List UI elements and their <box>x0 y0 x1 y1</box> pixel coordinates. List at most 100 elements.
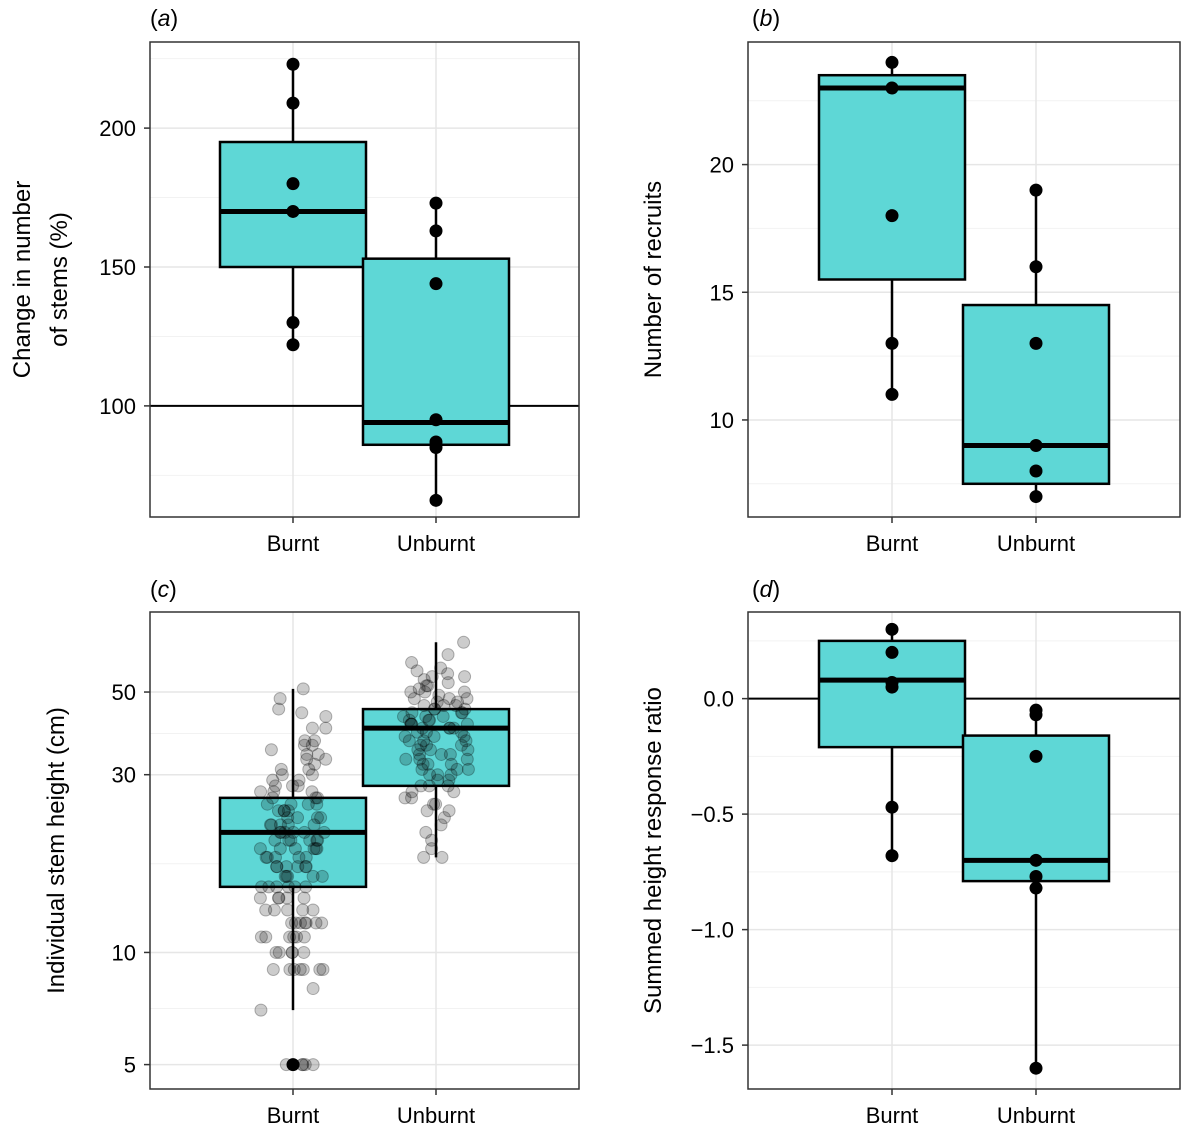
y-tick-label: 10 <box>112 940 136 965</box>
data-point-burnt <box>254 785 268 799</box>
panel-border <box>149 41 580 518</box>
data-point-unburnt <box>425 842 439 856</box>
data-point-unburnt <box>420 804 434 818</box>
box-unburnt <box>361 707 511 788</box>
data-point-burnt <box>260 850 274 864</box>
data-point-burnt <box>310 833 324 847</box>
data-point-burnt <box>307 842 321 856</box>
y-tick-label: −1.0 <box>691 918 734 943</box>
data-point-burnt <box>299 880 313 894</box>
data-point-burnt <box>297 930 311 944</box>
data-point-burnt <box>286 1058 300 1072</box>
y-axis-label: Change in number <box>9 181 36 378</box>
data-point-unburnt <box>437 699 451 713</box>
data-point-burnt <box>319 709 333 723</box>
data-point-unburnt <box>457 635 471 649</box>
box-burnt <box>218 796 368 889</box>
data-point-unburnt <box>423 768 437 782</box>
data-point-unburnt <box>416 757 430 771</box>
data-point-burnt <box>313 962 327 976</box>
data-point-unburnt <box>429 277 443 291</box>
y-tick-label: 200 <box>99 116 136 141</box>
panel-letter: (c) <box>150 576 177 602</box>
data-point-unburnt <box>398 729 412 743</box>
y-tick-label: −1.5 <box>691 1033 734 1058</box>
data-point-burnt <box>283 962 297 976</box>
data-point-unburnt <box>441 779 455 793</box>
data-point-burnt <box>315 916 329 930</box>
y-tick-label: 5 <box>124 1053 136 1078</box>
data-point-unburnt <box>447 785 461 799</box>
data-point-unburnt <box>417 734 431 748</box>
data-point-burnt <box>310 797 324 811</box>
data-point-unburnt <box>454 738 468 752</box>
plot-area <box>150 57 579 507</box>
data-point-unburnt <box>460 692 474 706</box>
data-point-burnt <box>310 811 324 825</box>
y-tick-label: 10 <box>710 408 734 433</box>
data-point-unburnt <box>411 743 425 757</box>
data-point-burnt <box>296 903 310 917</box>
data-point-burnt <box>253 891 267 905</box>
data-point-unburnt <box>410 664 424 678</box>
data-point-burnt <box>290 930 304 944</box>
panel-border <box>149 611 580 1090</box>
panel-border <box>747 611 1181 1090</box>
data-point-unburnt <box>1029 336 1043 350</box>
data-point-burnt <box>885 55 899 69</box>
data-point-unburnt <box>419 825 433 839</box>
y-tick-label: 20 <box>710 153 734 178</box>
data-point-burnt <box>281 811 295 825</box>
data-point-burnt <box>259 850 273 864</box>
data-point-unburnt <box>458 670 472 684</box>
x-tick-label: Unburnt <box>997 531 1075 556</box>
data-point-burnt <box>273 692 287 706</box>
data-point-burnt <box>292 850 306 864</box>
data-point-burnt <box>255 880 269 894</box>
data-point-burnt <box>309 916 323 930</box>
data-point-unburnt <box>437 811 451 825</box>
data-point-burnt <box>288 880 302 894</box>
data-point-unburnt <box>422 779 436 793</box>
data-point-burnt <box>281 869 295 883</box>
panel-d: −1.5 −1.0 −0.5 0.0 Burnt Unburnt Summed height… <box>640 576 1181 1128</box>
data-point-unburnt <box>430 695 444 709</box>
panel-c: 5 10 30 50 Burnt Unburnt Individual stem heigh… <box>43 576 580 1128</box>
data-point-unburnt <box>1029 1061 1043 1075</box>
data-point-burnt <box>268 779 282 793</box>
data-point-burnt <box>291 811 305 825</box>
data-point-unburnt <box>432 688 446 702</box>
data-point-burnt <box>281 804 295 818</box>
x-tick-label: Burnt <box>866 1103 919 1128</box>
data-point-unburnt <box>444 768 458 782</box>
data-point-burnt <box>298 1058 312 1072</box>
data-point-burnt <box>885 622 899 636</box>
data-point-unburnt <box>429 493 443 507</box>
data-point-burnt <box>286 779 300 793</box>
data-point-burnt <box>272 702 286 716</box>
data-point-burnt <box>285 945 299 959</box>
data-point-burnt <box>268 850 282 864</box>
data-point-burnt <box>285 916 299 930</box>
data-point-unburnt <box>417 673 431 687</box>
y-tick-label: 15 <box>710 280 734 305</box>
data-point-burnt <box>298 916 312 930</box>
data-point-unburnt <box>457 685 471 699</box>
y-tick-label: 100 <box>99 394 136 419</box>
data-point-unburnt <box>417 699 431 713</box>
data-point-unburnt <box>441 667 455 681</box>
data-point-burnt <box>262 880 276 894</box>
data-point-unburnt <box>405 706 419 720</box>
panel-letter: (d) <box>752 576 780 602</box>
panel-letter: (a) <box>150 5 178 31</box>
data-point-unburnt <box>419 709 433 723</box>
data-point-burnt <box>885 209 899 223</box>
y-tick-label: 150 <box>99 255 136 280</box>
data-point-unburnt <box>449 699 463 713</box>
data-point-burnt <box>288 842 302 856</box>
data-point-unburnt <box>419 738 433 752</box>
data-point-unburnt <box>428 702 442 716</box>
data-point-unburnt <box>1029 881 1043 895</box>
data-point-unburnt <box>444 757 458 771</box>
data-point-unburnt <box>455 706 469 720</box>
